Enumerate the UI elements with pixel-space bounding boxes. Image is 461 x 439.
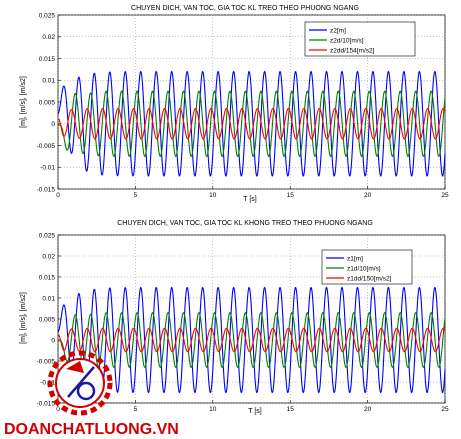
- y-tick-label: -0.005: [37, 143, 56, 150]
- y-tick-label: -0.015: [37, 400, 56, 407]
- series-line-z2dd-154-m-s2-: [57, 107, 446, 140]
- watermark-text: DOANCHATLUONG.VN: [4, 421, 179, 438]
- chart-bottom-ylabel: [m], [m/s], [m/s2]: [20, 292, 27, 344]
- x-tick-label: 15: [287, 406, 295, 413]
- y-tick-label: 0.01: [42, 78, 55, 85]
- x-tick-label: 25: [441, 192, 449, 199]
- y-tick-label: -0.01: [40, 165, 55, 172]
- y-tick-label: 0.015: [39, 274, 56, 281]
- legend-entry: z2[m]: [330, 27, 346, 34]
- y-tick-label: 0.025: [39, 232, 56, 239]
- chart-top-y-ticks: -0.015 -0.01 -0.005 0 0.005 0.01 0.015 0.02 0.02…: [37, 12, 61, 193]
- chart-bottom: CHUYEN DICH, VAN TOC, GIA TOC KL KHONG T…: [20, 220, 449, 415]
- x-tick-label: 5: [134, 192, 138, 199]
- chart-top-legend: z2[m] z2d/10[m/s] z2dd/154[m/s2]: [304, 21, 416, 57]
- chart-bottom-series: [57, 286, 446, 394]
- y-tick-label: -0.015: [37, 186, 56, 193]
- x-tick-label: 20: [364, 192, 372, 199]
- chart-bottom-xlabel: T [s]: [248, 408, 262, 415]
- y-tick-label: 0.005: [39, 99, 56, 106]
- series-line-z2-m-: [57, 70, 446, 177]
- x-tick-label: 10: [209, 192, 217, 199]
- y-tick-label: 0.02: [42, 253, 55, 260]
- x-tick-label: 10: [209, 406, 217, 413]
- y-tick-label: -0.005: [37, 358, 56, 365]
- series-line-z2d-10-m-s-: [57, 90, 446, 158]
- legend-entry: z1dd/150[m/s2]: [347, 275, 392, 282]
- x-tick-label: 15: [287, 192, 295, 199]
- chart-top-x-ticks: 0 5 10 15 20 25: [56, 186, 449, 199]
- legend-entry: z1[m]: [347, 255, 363, 262]
- legend-entry: z2dd/154[m/s2]: [330, 47, 375, 54]
- x-tick-label: 0: [56, 192, 60, 199]
- gear-logo-icon: [47, 350, 113, 416]
- chart-bottom-x-ticks: 0 5 10 15 20 25: [56, 400, 449, 413]
- series-line-z1d-10-m-s-: [57, 312, 446, 368]
- x-tick-label: 5: [134, 406, 138, 413]
- y-tick-label: 0.02: [42, 34, 55, 41]
- chart-top-title: CHUYEN DICH, VAN TOC, GIA TOC KL TREO TH…: [131, 5, 359, 12]
- watermark: DOANCHATLUONG.VN: [4, 350, 179, 438]
- legend-entry: z2d/10[m/s]: [330, 37, 364, 44]
- y-tick-label: 0: [51, 337, 55, 344]
- chart-top-xlabel: T [s]: [243, 196, 257, 203]
- legend-entry: z1d/10[m/s]: [347, 265, 381, 272]
- x-tick-label: 25: [441, 406, 449, 413]
- y-tick-label: 0: [51, 121, 55, 128]
- y-tick-label: 0.005: [39, 316, 56, 323]
- series-line-z1dd-150-m-s2-: [57, 327, 446, 353]
- x-tick-label: 0: [56, 406, 60, 413]
- y-tick-label: 0.01: [42, 295, 55, 302]
- chart-top-ylabel: [m], [m/s], [m/s2]: [20, 76, 27, 128]
- y-tick-label: 0.025: [39, 12, 56, 19]
- chart-bottom-legend: z1[m] z1d/10[m/s] z1dd/150[m/s2]: [321, 249, 413, 285]
- chart-top-series: [57, 70, 446, 177]
- chart-bottom-title: CHUYEN DICH, VAN TOC, GIA TOC KL KHONG T…: [117, 220, 373, 227]
- x-tick-label: 20: [364, 406, 372, 413]
- y-tick-label: 0.015: [39, 56, 56, 63]
- chart-top: CHUYEN DICH, VAN TOC, GIA TOC KL TREO TH…: [20, 5, 449, 203]
